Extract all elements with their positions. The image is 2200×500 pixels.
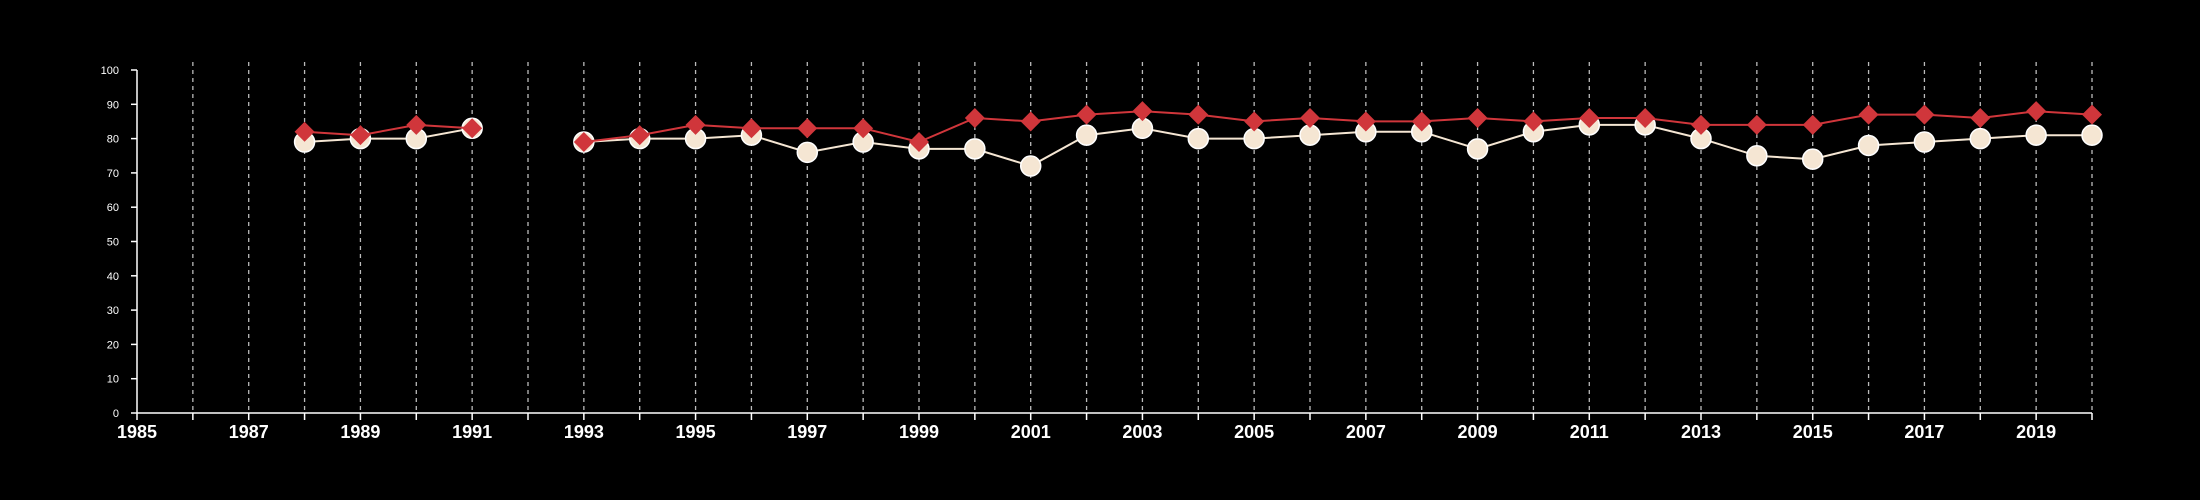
x-tick-label-1999: 1999 [899,422,939,442]
point-diamond-2006 [1300,108,1320,129]
y-tick-label-0: 0 [113,408,119,420]
point-diamond-1995 [685,114,706,135]
x-tick-label-1995: 1995 [676,422,716,442]
point-diamond-1996 [741,118,762,139]
point-diamond-1990 [406,114,427,135]
point-circle-2004 [1187,127,1210,150]
point-circle-2002 [1075,124,1098,146]
y-tick-label-30: 30 [107,305,119,317]
y-tick-label-50: 50 [107,237,119,249]
y-tick-label-10: 10 [107,374,119,386]
point-circle-2017 [1913,131,1936,153]
series-layer [293,101,2103,177]
point-diamond-1994 [629,125,650,146]
point-circle-2016 [1857,134,1880,157]
series-line-diamond-0 [304,123,473,137]
point-diamond-2014 [1746,114,1767,135]
point-diamond-2008 [1411,111,1432,132]
point-circle-2014 [1746,145,1768,167]
point-circle-2018 [1969,127,1992,150]
x-tick-label-2001: 2001 [1011,422,1051,442]
point-diamond-2017 [1914,104,1935,125]
point-diamond-1997 [797,118,818,139]
x-tick-label-2011: 2011 [1570,422,1609,442]
x-tick-label-1985: 1985 [117,422,157,442]
point-diamond-2009 [1467,108,1488,129]
point-circle-1997 [796,141,819,164]
point-diamond-2001 [1020,111,1041,132]
x-tick-label-2005: 2005 [1234,422,1274,442]
point-diamond-2011 [1579,108,1600,129]
point-circle-2003 [1131,117,1154,140]
point-diamond-2010 [1523,111,1544,132]
x-tick-label-1987: 1987 [229,422,269,442]
y-tick-label-60: 60 [107,202,119,214]
point-diamond-2005 [1244,111,1265,132]
x-tick-label-2013: 2013 [1681,422,1721,442]
x-tick-label-2007: 2007 [1346,422,1386,442]
series-diamond [294,101,2102,153]
x-tick-label-2003: 2003 [1122,422,1162,442]
point-diamond-2018 [1970,108,1991,129]
point-diamond-1989 [350,125,371,146]
x-tick-label-1991: 1991 [452,422,492,442]
series-line-circle-0 [304,127,473,143]
point-circle-2006 [1299,124,1321,146]
x-tick-label-1993: 1993 [564,422,604,442]
point-diamond-2013 [1691,114,1711,135]
point-diamond-1999 [909,132,929,153]
point-diamond-2012 [1635,108,1656,129]
y-tick-label-100: 100 [101,65,119,77]
point-diamond-2000 [964,108,985,129]
y-tick-label-70: 70 [107,168,119,180]
point-circle-2000 [964,138,986,160]
point-diamond-2015 [1802,114,1823,135]
point-circle-2005 [1243,127,1265,150]
point-circle-2015 [1801,148,1824,170]
point-circle-2020 [2081,124,2103,146]
x-tick-label-2017: 2017 [1904,422,1944,442]
point-circle-2009 [1466,138,1489,160]
y-tick-label-20: 20 [107,339,119,351]
axes: 0 10 20 30 40 50 60 70 80 90 100 1985 1987 1989 1991 19… [101,65,2093,442]
y-tick-label-90: 90 [107,99,119,111]
x-tick-label-1997: 1997 [787,422,827,442]
point-diamond-2007 [1355,111,1376,132]
point-diamond-2020 [2082,104,2102,125]
point-diamond-1991 [462,118,483,139]
series-line-diamond-1 [583,110,2093,144]
point-diamond-1993 [573,132,594,153]
point-diamond-2019 [2026,101,2047,122]
point-diamond-2004 [1188,104,1209,125]
y-tick-label-40: 40 [107,271,119,283]
point-diamond-1988 [294,121,315,142]
x-tick-label-2015: 2015 [1793,422,1833,442]
series-line-circle-1 [583,123,2092,168]
point-diamond-1998 [853,118,874,139]
x-tick-label-1989: 1989 [340,422,380,442]
point-circle-2019 [2025,124,2047,146]
point-diamond-2016 [1858,104,1879,125]
x-tick-label-2019: 2019 [2016,422,2056,442]
x-tick-label-2009: 2009 [1458,422,1498,442]
y-tick-label-80: 80 [107,134,119,146]
point-circle-2001 [1019,155,1042,177]
point-diamond-2002 [1076,104,1097,125]
point-diamond-2003 [1132,101,1153,122]
